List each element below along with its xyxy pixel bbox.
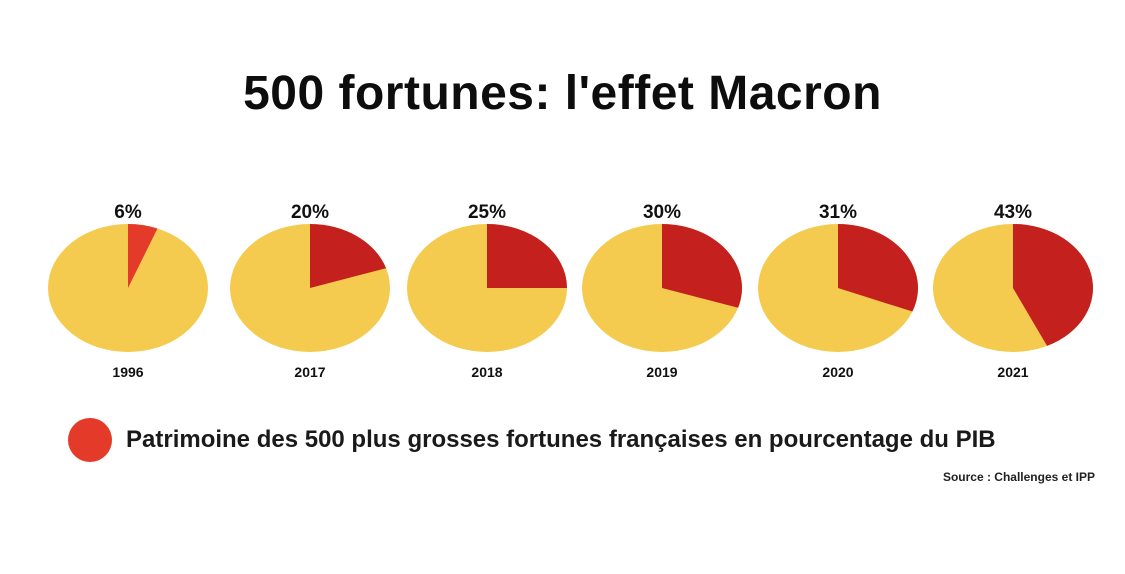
- pie-year-label: 2019: [646, 364, 677, 380]
- pie-2018: 25% 2018: [407, 202, 567, 380]
- pie-2020: 31% 2020: [758, 202, 918, 380]
- pie-share-slice: [662, 224, 742, 308]
- pie-share-slice: [128, 224, 158, 288]
- pie-value-label: 20%: [291, 202, 329, 223]
- pie-year-label: 1996: [112, 364, 143, 380]
- pie-value-label: 25%: [468, 202, 506, 223]
- pie-2019: 30% 2019: [582, 202, 742, 380]
- chart-title: 500 fortunes: l'effet Macron: [243, 67, 882, 120]
- pie-2017: 20% 2017: [230, 202, 390, 380]
- legend: Patrimoine des 500 plus grosses fortunes…: [68, 416, 996, 464]
- pie-year-label: 2020: [822, 364, 853, 380]
- pie-value-label: 31%: [819, 202, 857, 223]
- pie-value-label: 30%: [643, 202, 681, 223]
- legend-label: Patrimoine des 500 plus grosses fortunes…: [126, 426, 996, 453]
- pie-share-slice: [838, 224, 918, 312]
- pie-share-slice: [310, 224, 387, 288]
- pie-share-slice: [487, 224, 567, 288]
- pie-value-label: 43%: [994, 202, 1032, 223]
- pie-2021: 43% 2021: [933, 202, 1094, 380]
- legend-swatch: [68, 418, 112, 462]
- pie-year-label: 2018: [471, 364, 502, 380]
- pie-value-label: 6%: [114, 202, 142, 223]
- pie-year-label: 2021: [997, 364, 1028, 380]
- pie-share-slice: [1013, 224, 1094, 346]
- pie-1996: 6% 1996: [48, 202, 208, 380]
- source-note: Source : Challenges et IPP: [942, 470, 1095, 484]
- pie-year-label: 2017: [294, 364, 325, 380]
